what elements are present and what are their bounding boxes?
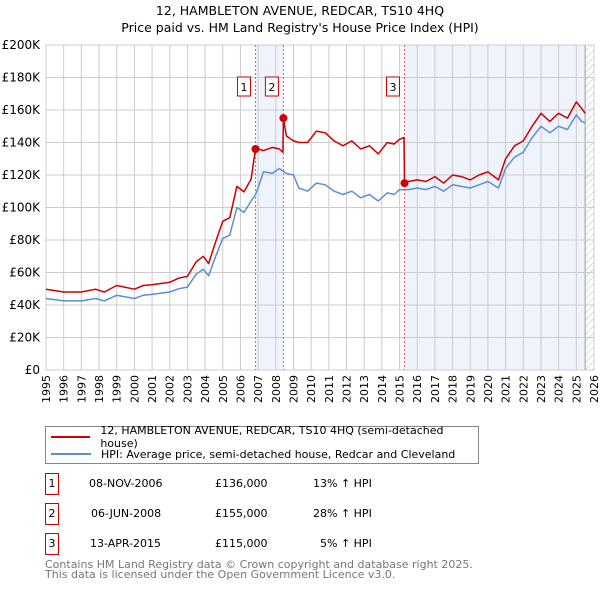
x-tick-label: 2002 — [164, 375, 177, 403]
sale-badge-label: 2 — [268, 81, 275, 94]
x-tick-label: 2022 — [517, 375, 530, 403]
transaction-date: 08-NOV-2006 — [89, 477, 163, 490]
legend-label-property: 12, HAMBLETON AVENUE, REDCAR, TS10 4HQ (… — [100, 424, 444, 450]
x-tick-label: 2009 — [287, 375, 300, 403]
hpi-line — [45, 114, 586, 302]
x-tick-label: 2012 — [341, 375, 354, 403]
sale-point — [400, 179, 409, 188]
x-tick-label: 2025 — [570, 375, 583, 403]
y-tick-label: £180K — [2, 71, 42, 85]
legend-swatch-red — [51, 436, 91, 438]
x-tick-label: 2006 — [234, 375, 247, 403]
chart-title: 12, HAMBLETON AVENUE, REDCAR, TS10 4HQ — [155, 3, 445, 18]
legend: 12, HAMBLETON AVENUE, REDCAR, TS10 4HQ (… — [45, 424, 479, 464]
x-tick-label: 2000 — [128, 375, 141, 403]
footer-licence: This data is licensed under the Open Gov… — [45, 568, 396, 581]
sale-badge — [236, 76, 251, 97]
x-tick-label: 2005 — [217, 375, 230, 403]
chart-subtitle: Price paid vs. HM Land Registry's House … — [121, 20, 479, 35]
transaction-badge: 1 — [45, 473, 59, 495]
sale-badge — [385, 76, 400, 97]
sale-badge-label: 3 — [389, 81, 396, 94]
x-tick-label: 2020 — [482, 375, 495, 403]
x-tick-label: 2004 — [199, 375, 212, 403]
x-tick-label: 2017 — [429, 375, 442, 403]
x-tick-label: 2010 — [305, 375, 318, 403]
transaction-row: 2 06-JUN-2008 £155,000 28% ↑ HPI — [45, 503, 445, 525]
y-tick-label: £100K — [2, 201, 42, 215]
x-tick-label: 2018 — [447, 375, 460, 403]
x-tick-label: 1996 — [58, 375, 71, 403]
transaction-hpi: 5% ↑ HPI — [320, 537, 372, 550]
legend-swatch-blue — [51, 453, 91, 455]
x-tick-label: 2008 — [270, 375, 283, 403]
x-tick-label: 1998 — [93, 375, 106, 403]
legend-item-hpi: HPI: Average price, semi-detached house,… — [51, 446, 455, 462]
y-tick-label: £80K — [9, 233, 41, 247]
x-tick-label: 2001 — [146, 375, 159, 403]
x-tick-label: 2003 — [181, 375, 194, 403]
transaction-date: 13-APR-2015 — [90, 537, 162, 550]
y-tick-label: £120K — [2, 168, 42, 182]
property-price-line — [45, 101, 586, 293]
x-tick-label: 1997 — [75, 375, 88, 403]
sale-point — [251, 145, 260, 153]
transaction-hpi: 28% ↑ HPI — [313, 507, 372, 520]
x-tick-label: 2021 — [500, 375, 513, 403]
y-tick-label: £60K — [9, 266, 41, 280]
x-tick-label: 2014 — [376, 375, 389, 403]
x-tick-label: 2024 — [553, 375, 566, 403]
transaction-price: £155,000 — [215, 507, 268, 520]
transaction-row: 3 13-APR-2015 £115,000 5% ↑ HPI — [45, 533, 445, 555]
price-chart: 1 2 3 1995 1996 1997 1998 1999 2000 2001 2002 2003 2… — [2, 38, 600, 403]
sale-badge-label: 1 — [240, 81, 247, 94]
legend-label-hpi: HPI: Average price, semi-detached house,… — [101, 447, 456, 461]
transaction-row: 1 08-NOV-2006 £136,000 13% ↑ HPI — [45, 473, 445, 495]
y-tick-label: £160K — [2, 103, 42, 117]
transaction-badge: 2 — [45, 503, 59, 525]
x-tick-label: 2026 — [588, 375, 600, 403]
y-tick-label: £40K — [9, 298, 41, 312]
x-tick-label: 1999 — [111, 375, 124, 403]
y-tick-label: £20K — [9, 331, 41, 345]
y-tick-label: £200K — [2, 38, 42, 52]
transaction-date: 06-JUN-2008 — [91, 507, 162, 520]
transaction-badge: 3 — [45, 533, 59, 555]
x-tick-label: 2011 — [323, 375, 336, 403]
x-tick-label: 1995 — [40, 375, 53, 403]
sale-badge — [264, 76, 279, 97]
x-tick-label: 2019 — [464, 375, 477, 403]
transaction-price: £136,000 — [215, 477, 268, 490]
x-tick-label: 2007 — [252, 375, 265, 403]
y-tick-label: £140K — [2, 136, 42, 150]
footer-copyright: Contains HM Land Registry data © Crown c… — [45, 558, 473, 571]
transaction-hpi: 13% ↑ HPI — [313, 477, 372, 490]
x-tick-label: 2015 — [394, 375, 407, 403]
y-tick-label: £0 — [25, 363, 40, 377]
footer: Contains HM Land Registry data © Crown c… — [45, 558, 473, 581]
x-tick-label: 2023 — [535, 375, 548, 403]
x-tick-label: 2016 — [411, 375, 424, 403]
x-tick-label: 2013 — [358, 375, 371, 403]
transaction-price: £115,000 — [215, 537, 268, 550]
sale-point — [279, 114, 288, 123]
legend-item-property: 12, HAMBLETON AVENUE, REDCAR, TS10 4HQ (… — [51, 424, 478, 450]
